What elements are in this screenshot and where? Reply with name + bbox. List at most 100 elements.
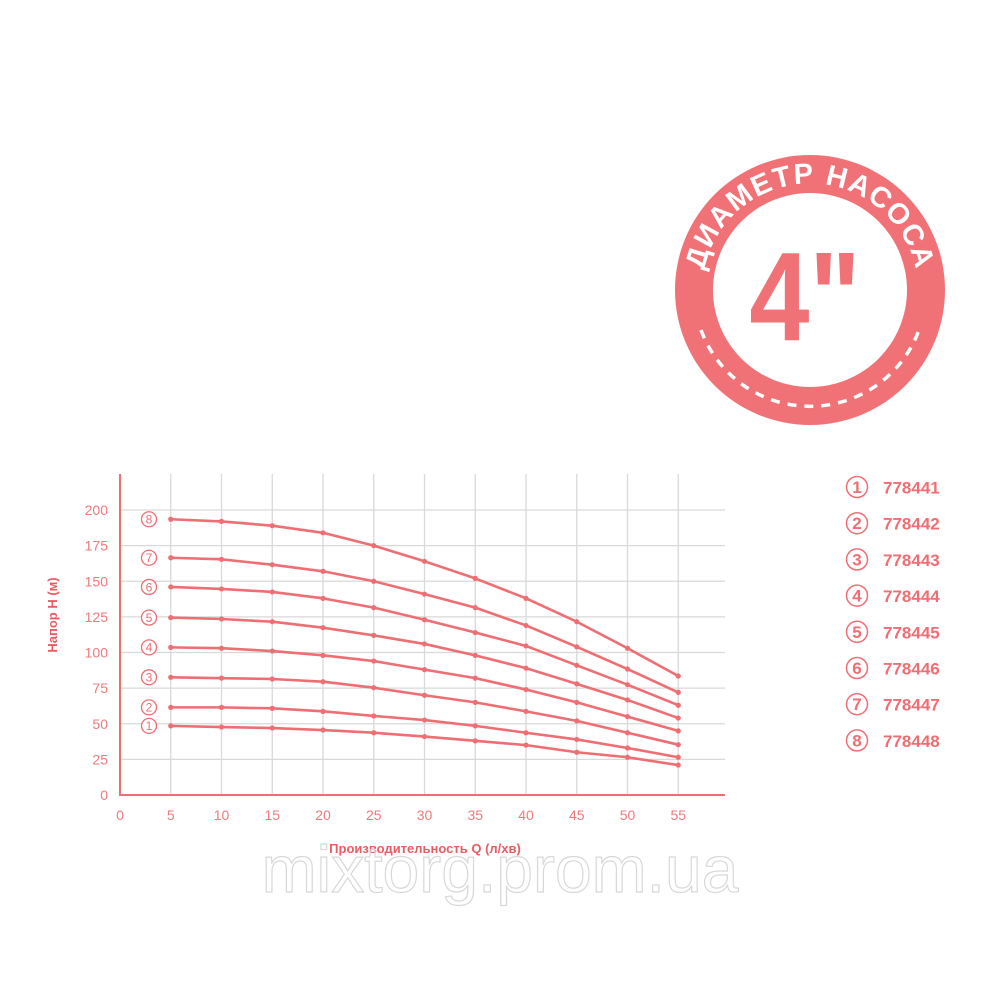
data-point — [218, 724, 225, 730]
data-point — [371, 658, 377, 664]
series-6: 6 — [140, 578, 681, 708]
data-point — [421, 692, 428, 698]
badge-center-text: 4" — [749, 226, 860, 367]
series-marker-number: 4 — [146, 641, 153, 655]
legend-label: 778441 — [883, 479, 940, 498]
x-tick-label: 35 — [467, 807, 483, 823]
data-point — [168, 704, 174, 710]
x-tick-label: 20 — [315, 807, 331, 823]
data-point — [269, 648, 275, 654]
legend-number: 4 — [852, 587, 862, 606]
legend-label: 778444 — [883, 587, 940, 606]
legend-item: 7 778447 — [845, 692, 940, 716]
data-point — [421, 617, 428, 623]
data-point — [218, 616, 225, 622]
series-marker-circle — [140, 717, 158, 735]
legend-label: 778445 — [883, 623, 940, 642]
legend-label: 778447 — [883, 696, 940, 715]
legend-item: 1 778441 — [845, 475, 940, 499]
data-point — [624, 754, 631, 760]
legend-number: 3 — [852, 550, 861, 569]
legend: 1 778441 2 778442 3 778443 4 778444 5 778445 6 7784… — [845, 475, 940, 752]
series-marker-number: 7 — [146, 551, 153, 565]
data-point — [472, 738, 478, 744]
legend-number-circle — [845, 548, 869, 571]
data-point — [472, 605, 478, 611]
data-point — [320, 708, 326, 714]
series-marker-number: 1 — [146, 719, 153, 733]
data-point — [675, 673, 681, 679]
data-point — [421, 733, 428, 740]
data-point — [421, 667, 428, 673]
y-axis-label: Напор H (м) — [45, 577, 60, 652]
data-point — [523, 643, 529, 649]
data-point — [320, 625, 326, 631]
legend-label: 778446 — [883, 660, 940, 679]
data-point — [421, 641, 428, 647]
data-point — [624, 697, 631, 703]
data-point — [218, 675, 225, 681]
data-point — [523, 730, 529, 736]
series-marker-circle — [140, 549, 158, 566]
data-point — [675, 689, 681, 696]
x-tick-label: 50 — [620, 807, 636, 823]
data-point — [523, 665, 529, 671]
x-tick-label: 5 — [167, 807, 175, 823]
data-point — [371, 730, 377, 736]
data-point — [320, 652, 326, 658]
data-point — [675, 742, 681, 748]
data-point — [269, 705, 275, 711]
legend-item: 4 778444 — [845, 584, 940, 607]
x-tick-label: 30 — [417, 807, 433, 823]
data-point — [624, 666, 631, 672]
data-point — [675, 762, 681, 768]
data-point — [218, 556, 225, 562]
data-point — [168, 584, 174, 590]
data-point — [574, 619, 580, 625]
legend-number: 8 — [852, 731, 861, 750]
series-marker-number: 3 — [146, 671, 153, 685]
legend-number: 7 — [852, 695, 861, 714]
pump-diameter-badge: ДИАМЕТР НАСОСА 4" — [675, 155, 945, 425]
legend-number-circle — [845, 692, 869, 716]
data-point — [624, 682, 631, 688]
series-marker-number: 2 — [146, 701, 153, 715]
legend-number-circle — [845, 475, 869, 499]
data-point — [168, 516, 174, 522]
data-point — [371, 632, 377, 639]
series-2: 2 — [140, 699, 681, 760]
data-point — [168, 614, 174, 621]
data-point — [269, 676, 275, 682]
data-point — [371, 543, 377, 549]
series-marker-circle — [140, 578, 158, 596]
legend-number-circle — [845, 729, 869, 752]
series-marker-number: 5 — [146, 611, 153, 625]
legend-label: 778443 — [883, 551, 940, 570]
data-point — [168, 723, 174, 729]
series-8: 8 — [140, 511, 681, 679]
data-point — [320, 568, 326, 574]
series-4: 4 — [140, 639, 681, 734]
data-point — [523, 622, 529, 629]
data-point — [624, 730, 631, 736]
series-5: 5 — [140, 609, 681, 721]
data-point — [624, 745, 631, 751]
data-point — [472, 699, 478, 705]
data-point — [371, 578, 377, 584]
data-point — [472, 723, 478, 729]
legend-number-circle — [845, 656, 869, 680]
badge-inner — [713, 193, 907, 387]
legend-item: 2 778442 — [845, 511, 940, 535]
data-point — [371, 605, 377, 611]
data-point — [168, 555, 174, 561]
x-tick-label: 45 — [569, 807, 585, 823]
data-point — [523, 708, 529, 714]
x-axis-label: Производительность Q (л/хв) — [329, 841, 521, 856]
data-point — [574, 736, 580, 743]
axes: 0 5 10 15 20 25 30 35 40 45 50 55025507510012515017… — [85, 474, 725, 823]
data-point — [218, 518, 225, 525]
badge-dashes — [699, 329, 921, 409]
data-point — [421, 558, 428, 564]
legend-item: 8 778448 — [845, 729, 940, 752]
data-point — [574, 718, 580, 724]
